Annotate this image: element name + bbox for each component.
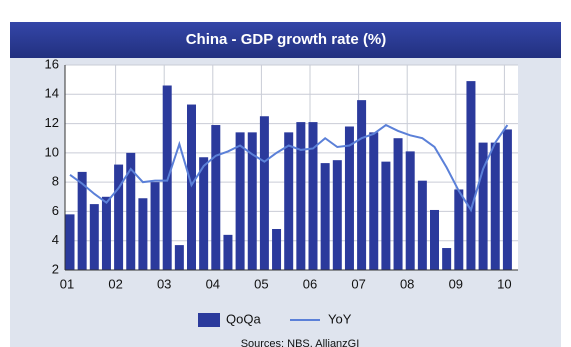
bar (211, 125, 221, 271)
bar (65, 214, 75, 270)
bar (430, 209, 439, 270)
y-tick-label: 12 (45, 115, 59, 130)
bar (296, 122, 306, 270)
bar (199, 157, 209, 270)
x-tick-label: 04 (206, 276, 220, 291)
bar (417, 180, 427, 270)
y-tick-label: 16 (45, 56, 59, 71)
y-tick-label: 8 (52, 174, 59, 189)
bar (442, 248, 452, 270)
bar (308, 122, 318, 270)
y-tick-label: 2 (52, 261, 59, 276)
bar (77, 171, 87, 270)
bar (235, 132, 245, 270)
source: Sources: NBS, AllianzGI (241, 338, 360, 347)
legend-label: YoY (328, 311, 352, 326)
bar (150, 182, 160, 270)
x-tick-label: 10 (497, 276, 511, 291)
y-tick-label: 14 (45, 86, 59, 101)
bar (478, 142, 488, 270)
bar (357, 100, 367, 271)
x-tick-label: 09 (449, 276, 463, 291)
bar (114, 164, 124, 270)
bar (89, 204, 99, 270)
y-tick-label: 4 (52, 232, 59, 247)
bar (247, 132, 257, 270)
y-tick-label: 6 (52, 203, 59, 218)
bar (126, 152, 136, 270)
x-tick-label: 07 (351, 276, 365, 291)
bar (272, 229, 282, 270)
bar (490, 142, 500, 270)
bar (393, 138, 403, 270)
bar (405, 151, 415, 270)
header-bar (10, 22, 561, 58)
bar (344, 126, 354, 270)
x-tick-label: 05 (254, 276, 268, 291)
x-tick-label: 08 (400, 276, 414, 291)
bar (369, 132, 379, 270)
x-tick-label: 03 (157, 276, 171, 291)
bar (223, 234, 233, 270)
bar (381, 161, 391, 270)
line (69, 123, 509, 213)
bar (284, 132, 294, 270)
bar (259, 116, 269, 270)
bar (138, 198, 148, 270)
legend-swatch (198, 313, 220, 327)
bar (174, 245, 184, 270)
bar (320, 163, 330, 270)
x-tick-label: 02 (108, 276, 122, 291)
bar (466, 81, 476, 270)
bar (187, 104, 196, 271)
bar (454, 189, 464, 270)
chart-title: China - GDP growth rate (%) (186, 31, 387, 48)
bar (101, 196, 111, 270)
legend-label: QoQa (226, 311, 261, 326)
x-tick-label: 01 (60, 276, 74, 291)
y-tick-label: 10 (45, 144, 59, 159)
bar (332, 160, 342, 270)
x-tick-label: 06 (303, 276, 317, 291)
bar (502, 129, 512, 270)
